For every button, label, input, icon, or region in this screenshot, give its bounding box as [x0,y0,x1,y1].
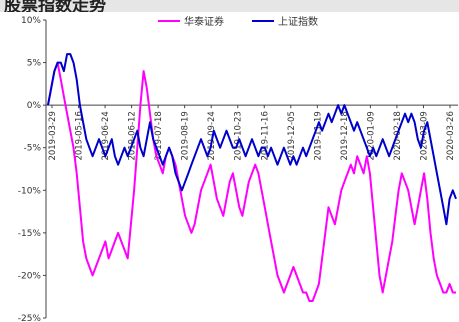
chart-title: 股票指数走势 [4,0,106,12]
y-tick-label: -20% [18,271,42,281]
x-tick-label: 2019-06-12 [128,111,138,160]
x-tick-label: 2019-03-29 [48,111,58,160]
y-tick-label: -15% [18,229,42,239]
x-tick-label: 2019-05-16 [75,111,85,160]
legend-label: 华泰证券 [184,15,224,28]
legend-label: 上证指数 [278,15,318,28]
series-line-sse [47,53,457,226]
x-tick-label: 2019-12-18 [340,111,350,160]
x-tick-label: 2019-12-05 [287,111,297,160]
series-line-huatai [47,61,456,302]
x-tick-label: 2019-07-18 [154,111,164,160]
x-tick-label: 2019-06-24 [101,111,111,160]
x-tick-label: 2019-08-19 [181,111,191,160]
x-tick-label: 2020-02-18 [393,111,403,160]
x-tick-label: 2019-11-19 [313,111,323,160]
y-tick-label: 5% [27,59,42,69]
y-tick-label: -25% [18,314,42,322]
x-tick-label: 2019-10-23 [234,111,244,160]
chart-title-strip: 股票指数走势 [0,0,459,12]
y-tick-label: 10% [21,16,41,26]
y-tick-label: 0% [27,101,42,111]
y-tick-label: -10% [18,186,42,196]
y-tick-label: -5% [23,144,41,154]
x-tick-label: 2020-03-09 [419,111,429,160]
x-tick-label: 2020-03-26 [446,111,456,160]
x-tick-label: 2019-11-16 [260,111,270,160]
x-tick-label: 2020-01-09 [366,111,376,160]
